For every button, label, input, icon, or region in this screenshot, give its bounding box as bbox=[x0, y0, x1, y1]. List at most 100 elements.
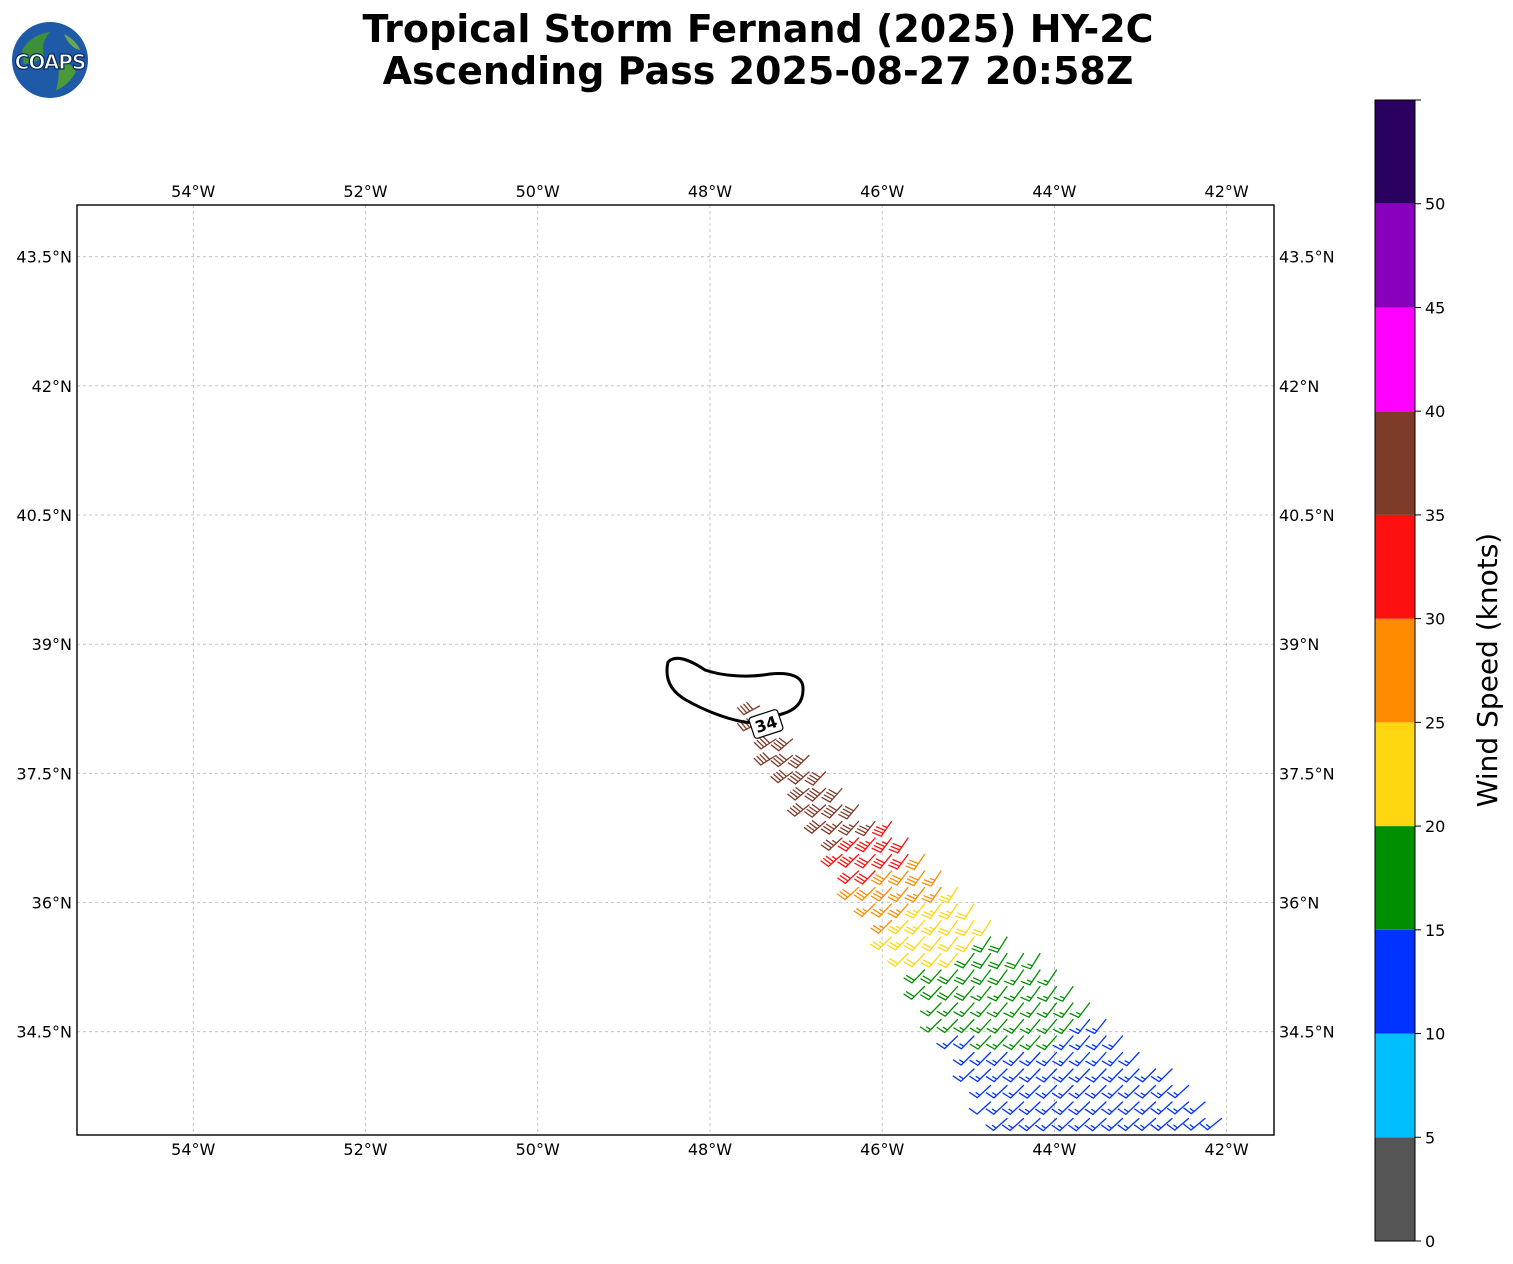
wind-barb bbox=[1035, 1117, 1058, 1132]
wind-barb bbox=[1084, 1117, 1107, 1132]
lon-tick-label-top: 42°W bbox=[1205, 182, 1249, 201]
wind-barb bbox=[1069, 1002, 1091, 1019]
wind-barb bbox=[1117, 1101, 1140, 1115]
wind-barb bbox=[1036, 1002, 1058, 1018]
wind-barb bbox=[753, 752, 777, 766]
wind-barb bbox=[1022, 1134, 1025, 1135]
lat-tick-label-right: 42°N bbox=[1279, 377, 1319, 396]
wind-barb bbox=[871, 837, 893, 853]
wind-barb bbox=[985, 1068, 1008, 1083]
wind-barb bbox=[770, 769, 794, 784]
lon-tick-label-bottom: 46°W bbox=[860, 1140, 904, 1159]
wind-barb bbox=[936, 1002, 959, 1017]
wind-barb bbox=[1101, 1068, 1124, 1083]
wind-barb bbox=[904, 903, 926, 919]
wind-barb bbox=[1069, 1018, 1091, 1035]
wind-barbs-layer bbox=[736, 701, 1239, 1135]
wind-barb bbox=[787, 803, 810, 817]
wind-barb bbox=[1150, 1068, 1173, 1083]
wind-barb bbox=[1134, 1101, 1157, 1115]
lon-tick-label-bottom: 50°W bbox=[516, 1140, 560, 1159]
colorbar-bin bbox=[1375, 1137, 1415, 1241]
wind-barb bbox=[1121, 1134, 1124, 1135]
wind-34kt-contour bbox=[665, 656, 805, 724]
wind-barb bbox=[887, 886, 909, 902]
wind-barb bbox=[954, 952, 975, 969]
wind-barb bbox=[854, 870, 876, 885]
colorbar-tick-label: 45 bbox=[1425, 298, 1445, 317]
colorbar-frame bbox=[1374, 99, 1416, 1242]
colorbar-tick-label: 35 bbox=[1425, 506, 1445, 525]
wind-barb bbox=[905, 853, 926, 871]
wind-barb bbox=[1068, 1051, 1091, 1067]
wind-barb bbox=[1118, 1051, 1140, 1067]
wind-barb bbox=[753, 736, 777, 750]
contour-label-box bbox=[748, 709, 784, 739]
wind-barb bbox=[1020, 969, 1041, 986]
lat-tick-label-right: 36°N bbox=[1279, 894, 1319, 913]
wind-barb bbox=[1018, 1068, 1041, 1083]
wind-barb bbox=[1003, 985, 1025, 1002]
wind-barb bbox=[987, 985, 1008, 1002]
colorbar-tick-label: 25 bbox=[1425, 713, 1445, 732]
colorbar-bin bbox=[1375, 826, 1415, 930]
wind-barb bbox=[1085, 1051, 1107, 1067]
wind-barb bbox=[1052, 1018, 1074, 1035]
wind-barb bbox=[804, 804, 827, 818]
colorbar: 0 5 10 15 20 25 30 35 40 45 50 bbox=[1374, 99, 1445, 1251]
wind-barb bbox=[836, 886, 860, 901]
logo-text: COAPS bbox=[15, 50, 86, 74]
wind-barb bbox=[1068, 1084, 1091, 1099]
wind-barb bbox=[888, 853, 909, 870]
wind-barb bbox=[903, 952, 926, 968]
wind-barb bbox=[887, 870, 909, 886]
wind-barb bbox=[1018, 1117, 1041, 1132]
wind-barb bbox=[920, 969, 942, 985]
wind-barb bbox=[888, 837, 909, 854]
wind-barb bbox=[1053, 985, 1074, 1002]
wind-barb bbox=[1187, 1134, 1190, 1135]
colorbar-bin bbox=[1375, 929, 1415, 1034]
wind-barb bbox=[837, 870, 860, 884]
wind-barb bbox=[854, 853, 876, 869]
wind-barb bbox=[1133, 1117, 1157, 1132]
wind-barb bbox=[986, 1035, 1008, 1050]
colorbar-tick-label: 0 bbox=[1425, 1232, 1435, 1251]
wind-barb bbox=[1085, 1018, 1107, 1035]
wind-barb bbox=[985, 1051, 1008, 1067]
wind-barb bbox=[1004, 952, 1025, 970]
wind-barb bbox=[1001, 1117, 1025, 1132]
wind-barb bbox=[1051, 1117, 1074, 1132]
lon-tick-label-bottom: 44°W bbox=[1032, 1140, 1076, 1159]
wind-barb bbox=[903, 985, 926, 1000]
wind-barb bbox=[886, 936, 909, 951]
wind-barb bbox=[1052, 1051, 1074, 1067]
lat-tick-label-right: 43.5°N bbox=[1279, 248, 1335, 267]
wind-barb bbox=[970, 969, 992, 986]
wind-barb bbox=[1134, 1084, 1157, 1099]
wind-barb bbox=[971, 936, 992, 953]
wind-barb bbox=[870, 903, 893, 918]
wind-barb bbox=[821, 787, 843, 803]
wind-barb bbox=[871, 820, 893, 837]
lon-tick-label-top: 46°W bbox=[860, 182, 904, 201]
wind-barb bbox=[837, 853, 860, 868]
wind-barb bbox=[969, 1068, 992, 1083]
wind-barb bbox=[937, 969, 959, 985]
colorbar-label: Wind Speed (knots) bbox=[1471, 533, 1504, 807]
wind-barb bbox=[970, 985, 992, 1002]
wind-barb bbox=[969, 1051, 992, 1066]
wind-barb bbox=[736, 701, 761, 716]
wind-barb bbox=[1101, 1101, 1124, 1116]
wind-barb bbox=[953, 1002, 975, 1018]
wind-barb bbox=[804, 771, 827, 786]
wind-barb bbox=[988, 936, 1008, 953]
lat-tick-label-right: 40.5°N bbox=[1279, 506, 1335, 525]
wind-barb bbox=[920, 919, 942, 936]
chart-title-line1: Tropical Storm Fernand (2025) HY-2C bbox=[362, 7, 1154, 51]
wind-barb bbox=[870, 886, 893, 902]
wind-barb bbox=[937, 936, 959, 952]
wind-barb bbox=[1036, 1018, 1058, 1035]
wind-barb bbox=[968, 1101, 992, 1115]
lat-tick-label-right: 34.5°N bbox=[1279, 1023, 1335, 1042]
